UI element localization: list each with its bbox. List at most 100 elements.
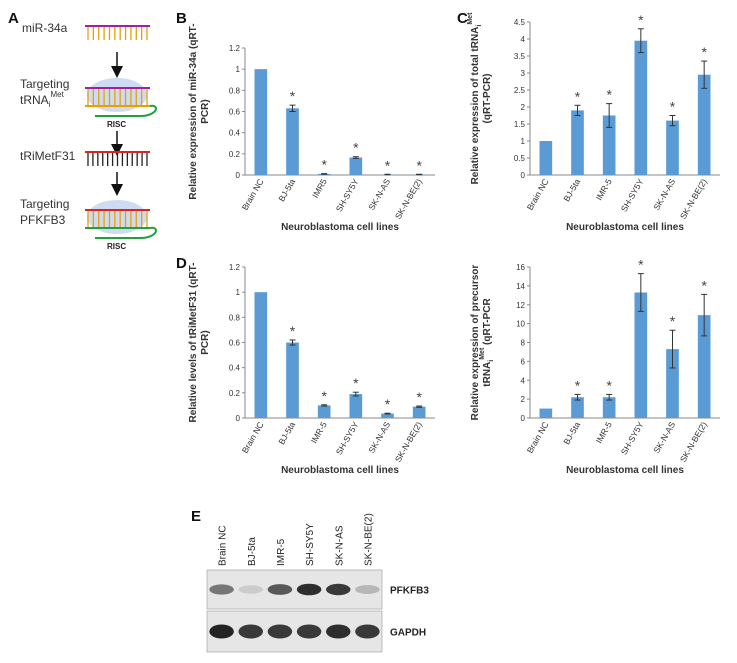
y-tick-label: 0 [236,414,241,423]
y-tick-label: 0.2 [229,150,241,159]
panel-label-b: B [176,10,187,27]
bar [666,349,679,418]
blot-lane-label: Brain NC [218,525,229,566]
trimetf31-bases [87,153,148,166]
bar [286,108,299,175]
y-axis-label: Relative levels of tRiMetF31 (qRT-PCR) [188,262,211,422]
bar [349,157,363,175]
bar [697,315,711,418]
y-tick-label: 1 [521,137,526,146]
bar [539,141,553,175]
blot-lane-label: SK-N-AS [334,525,345,566]
bar [571,110,584,175]
y-tick-label: 1 [236,288,241,297]
schema-label-targeting-2: Targeting [20,197,69,211]
y-tick-label: 1.2 [229,263,241,272]
y-tick-label: 1.5 [514,120,526,129]
x-axis-label: Neuroblastoma cell lines [281,222,399,233]
schema-label-targeting-1: Targeting [20,77,69,91]
blot-membrane [206,610,383,653]
blot-band [296,624,322,639]
y-tick-label: 0.4 [229,364,241,373]
y-tick-label: 2 [521,103,526,112]
y-tick-label: 3.5 [514,52,526,61]
y-tick-label: 2 [521,395,526,404]
bar [697,74,711,175]
significance-star: * [290,88,296,104]
bar [412,406,426,418]
y-axis-label: Relative expression of precursortRNAiMet… [470,265,495,421]
blot-membrane [206,569,383,610]
significance-star: * [638,12,644,28]
y-tick-label: 16 [516,263,525,272]
blot-band [267,624,293,639]
significance-star: * [353,140,359,156]
y-tick-label: 1 [236,65,241,74]
significance-star: * [321,388,327,404]
y-tick-label: 0 [236,171,241,180]
schema-label-pfkfb3: PFKFB3 [20,213,66,227]
significance-star: * [575,377,581,393]
significance-star: * [385,157,391,173]
bar [317,405,331,418]
bar [602,115,616,175]
y-tick-label: 14 [516,282,525,291]
schema-label-trna: tRNAiMet [20,90,65,109]
y-tick-label: 0.8 [229,86,241,95]
bar [286,342,299,418]
risc-complex-1 [87,78,147,112]
blot-band [296,583,322,596]
y-tick-label: 0.4 [229,129,241,138]
blot-band [355,585,380,594]
panel-label-d: D [176,255,187,272]
significance-star: * [353,375,359,391]
blot-band [267,584,293,595]
risc-label-2: RISC [107,242,126,251]
significance-star: * [701,277,707,293]
significance-star: * [385,396,391,412]
risc-complex-2 [87,200,147,234]
y-tick-label: 4 [521,35,526,44]
y-tick-label: 0.6 [229,339,241,348]
bar [539,408,553,418]
significance-star: * [575,88,581,104]
blot-lane-label: SH-SY5Y [305,523,316,566]
significance-star: * [638,257,644,273]
y-tick-label: 0.6 [229,108,241,117]
significance-star: * [416,389,422,405]
blot-band [209,624,234,639]
y-tick-label: 12 [516,301,525,310]
bar [634,292,648,418]
blot-band [326,583,351,596]
panel-label-a: A [8,10,19,27]
bar [634,40,648,176]
pairing-bases-1 [87,89,148,105]
y-tick-label: 4.5 [514,18,526,27]
significance-star: * [701,44,707,60]
y-tick-label: 0 [521,414,526,423]
panel-label-c: C [457,10,468,27]
significance-star: * [290,323,296,339]
blot-lane-label: SK-N-BE(2) [363,513,374,566]
y-tick-label: 0 [521,171,526,180]
blot-row-label: PFKFB3 [390,586,429,597]
y-tick-label: 10 [516,320,525,329]
bar [381,413,394,418]
x-axis-label: Neuroblastoma cell lines [566,222,684,233]
blot-lane-label: IMR-5 [276,538,287,566]
significance-star: * [606,377,612,393]
significance-star: * [670,99,676,115]
significance-star: * [670,313,676,329]
y-tick-label: 0.8 [229,313,241,322]
bar [254,69,268,175]
blot-band [355,624,380,639]
bar [602,397,616,418]
y-tick-label: 6 [521,357,526,366]
y-tick-label: 8 [521,339,526,348]
significance-star: * [416,157,422,173]
panel-label-e: E [191,508,202,525]
